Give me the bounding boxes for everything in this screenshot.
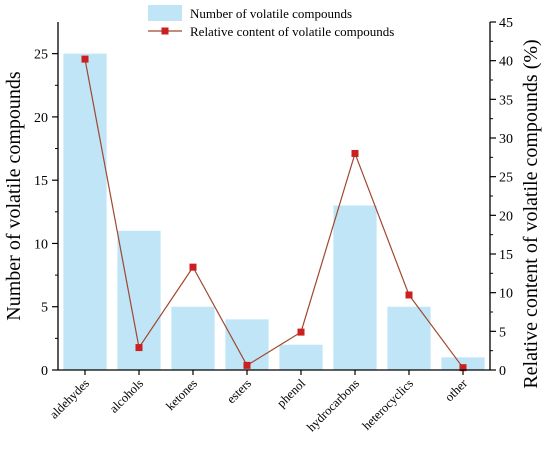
legend-bar-swatch bbox=[148, 5, 182, 21]
right-tick-label: 25 bbox=[499, 171, 513, 186]
category-label: aldehydes bbox=[47, 376, 92, 421]
point-ketones bbox=[189, 263, 197, 271]
bar-hydrocarbons bbox=[333, 205, 377, 370]
category-label: ketones bbox=[163, 376, 200, 413]
point-phenol bbox=[297, 328, 305, 336]
relative-content-line bbox=[84, 59, 464, 369]
left-tick-label: 20 bbox=[34, 111, 48, 126]
category-label: heterocyclics bbox=[360, 376, 417, 433]
right-tick-label: 15 bbox=[499, 248, 513, 263]
right-tick-label: 5 bbox=[499, 325, 506, 340]
bar-aldehydes bbox=[63, 53, 107, 371]
left-tick-label: 10 bbox=[34, 237, 48, 252]
right-axis-title: Relative content of volatile compounds (… bbox=[520, 39, 542, 388]
line-series bbox=[81, 55, 467, 372]
right-tick-label: 10 bbox=[499, 287, 513, 302]
category-label: phenol bbox=[274, 376, 308, 410]
left-tick-label: 15 bbox=[34, 174, 48, 189]
point-aldehydes bbox=[81, 55, 89, 63]
legend-marker-swatch bbox=[161, 27, 169, 35]
point-esters bbox=[243, 361, 251, 369]
right-tick-label: 35 bbox=[499, 93, 513, 108]
category-label: other bbox=[442, 376, 471, 405]
bar-phenol bbox=[279, 344, 323, 370]
legend: Number of volatile compounds Relative con… bbox=[148, 5, 394, 39]
point-alcohols bbox=[135, 344, 143, 352]
left-tick-label: 5 bbox=[41, 301, 48, 316]
left-tick-label: 0 bbox=[41, 364, 48, 379]
right-tick-label: 40 bbox=[499, 55, 513, 70]
right-tick-label: 45 bbox=[499, 16, 513, 31]
point-heterocyclics bbox=[405, 291, 413, 299]
right-tick-label: 0 bbox=[499, 364, 506, 379]
category-label: hydrocarbons bbox=[304, 376, 362, 434]
point-hydrocarbons bbox=[351, 149, 359, 157]
legend-line-label: Relative content of volatile compounds bbox=[190, 24, 394, 39]
right-tick-label: 30 bbox=[499, 132, 513, 147]
legend-bar-label: Number of volatile compounds bbox=[190, 6, 352, 21]
right-tick-label: 20 bbox=[499, 209, 513, 224]
left-axis-title: Number of volatile compounds bbox=[3, 71, 25, 321]
left-tick-label: 25 bbox=[34, 48, 48, 63]
bar-ketones bbox=[171, 306, 215, 370]
category-label: esters bbox=[224, 376, 254, 406]
bar-series bbox=[63, 53, 485, 371]
category-label: alcohols bbox=[107, 376, 146, 415]
bar-heterocyclics bbox=[387, 306, 431, 370]
point-other bbox=[459, 364, 467, 372]
bar-other bbox=[441, 357, 485, 370]
bar-esters bbox=[225, 319, 269, 370]
